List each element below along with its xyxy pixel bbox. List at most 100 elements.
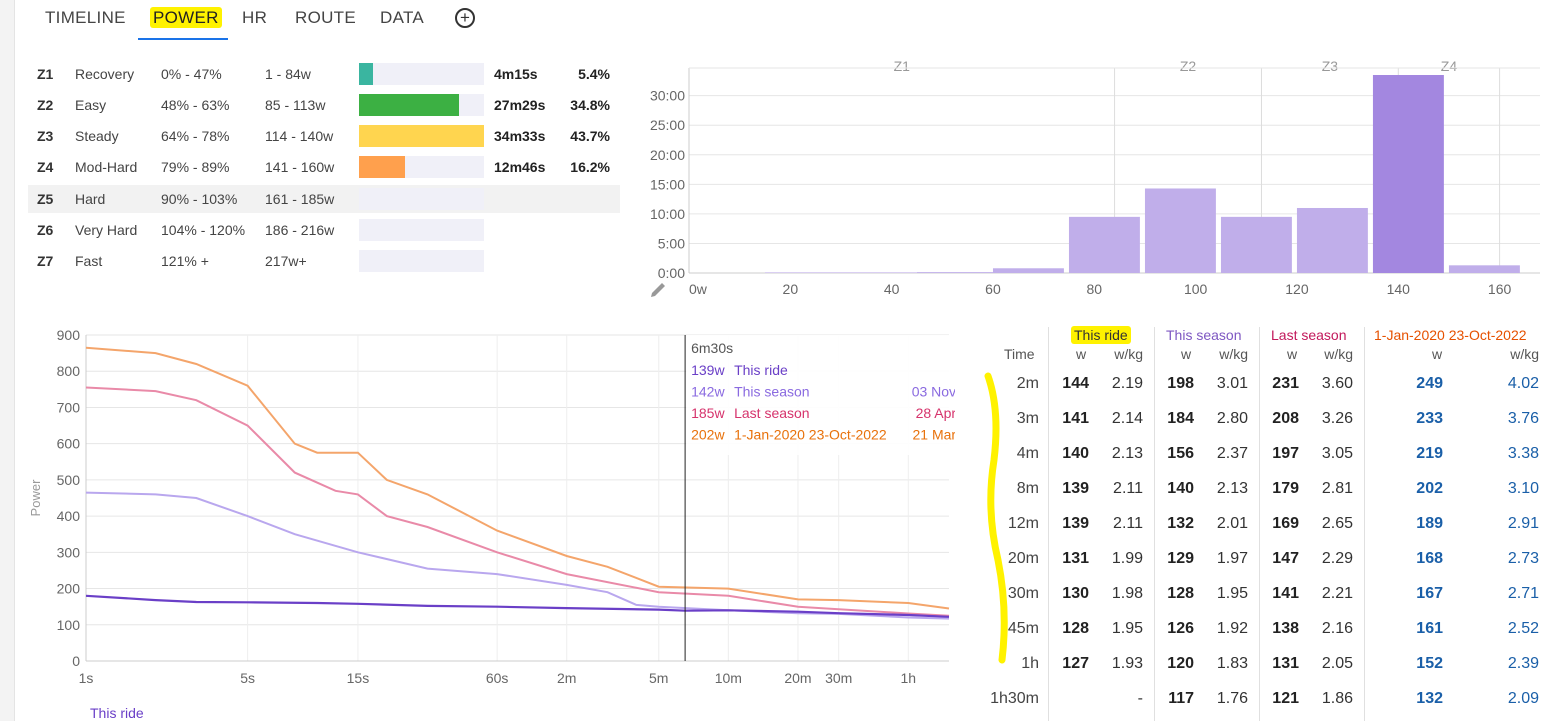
histogram-zone-label: Z2 (1180, 58, 1197, 74)
tab-route[interactable]: ROUTE (295, 8, 356, 27)
power-table-wkg: 2.37 (1216, 445, 1248, 462)
zone-row[interactable]: Z5 Hard 90% - 103% 161 - 185w (28, 185, 620, 213)
left-sidebar-edge (0, 0, 15, 721)
histogram-y-tick: 10:00 (650, 206, 685, 222)
tooltip-series-name: This season (734, 384, 809, 400)
power-table-wkg: 2.21 (1321, 585, 1353, 602)
zone-watt-range: 141 - 160w (265, 159, 335, 175)
curve-series-line-2 (85, 386, 950, 617)
power-table-duration: 4m (1016, 445, 1039, 462)
power-curve-chart: 0 100 200 300 400 500 600 700 800 900 1s 5s 15s 60s 2m… (28, 327, 955, 721)
zone-id: Z7 (37, 253, 54, 269)
zone-time: 27m29s (494, 97, 546, 113)
power-table-wkg-header: w/kg (1510, 346, 1539, 362)
histogram-y-tick: 30:00 (650, 88, 685, 104)
power-table-duration: 20m (1007, 550, 1039, 567)
power-table-watts: 156 (1167, 445, 1194, 462)
power-table-watts: 184 (1167, 410, 1194, 427)
tooltip-date: 21 Mar 2022 (912, 427, 955, 443)
table-column-separator (1364, 327, 1365, 721)
power-table-wkg: 2.13 (1216, 480, 1248, 497)
curve-x-tick: 1s (79, 670, 94, 686)
power-table-watts: 197 (1272, 445, 1299, 462)
power-table-wkg: 2.81 (1321, 480, 1353, 497)
curve-series-line-3 (85, 346, 950, 610)
curve-y-tick: 500 (57, 472, 81, 488)
power-table-watts: 208 (1272, 410, 1299, 427)
power-table-wkg: 2.05 (1321, 655, 1353, 672)
zone-time-percent: 43.7% (570, 128, 610, 144)
power-table-wkg: 3.10 (1507, 480, 1539, 497)
power-table-watts: 141 (1062, 410, 1089, 427)
active-tab-indicator (138, 38, 228, 40)
curve-y-tick: 0 (72, 653, 80, 669)
power-table-watts: 233 (1416, 410, 1443, 427)
curve-y-tick: 700 (57, 399, 81, 415)
curve-x-tick: 5m (649, 670, 668, 686)
power-table-wkg: 1.92 (1216, 620, 1248, 637)
power-table-wkg: 1.99 (1111, 550, 1143, 567)
power-table-watts: 144 (1062, 375, 1089, 392)
tab-data[interactable]: DATA (380, 8, 425, 27)
zone-row[interactable]: Z7 Fast 121% + 217w+ (28, 247, 620, 275)
zone-name: Hard (75, 191, 106, 207)
curve-y-tick: 800 (57, 363, 81, 379)
power-table-watts: 231 (1272, 375, 1299, 392)
histogram-x-tick: 60 (985, 281, 1001, 297)
curve-y-tick: 100 (57, 617, 81, 633)
curve-series-line-0 (85, 594, 950, 618)
power-table-wkg: 3.05 (1321, 445, 1353, 462)
power-table-watts: 128 (1062, 620, 1089, 637)
zone-watt-range: 161 - 185w (265, 191, 335, 207)
tooltip-watts: 139w (691, 362, 725, 378)
zone-time: 34m33s (494, 128, 546, 144)
zone-percent-range: 64% - 78% (161, 128, 230, 144)
add-tab-icon[interactable]: + (455, 8, 475, 28)
power-table-watts: 139 (1062, 480, 1089, 497)
power-table-group-header: This season (1166, 327, 1242, 343)
power-table-wkg-header: w/kg (1114, 346, 1143, 362)
histogram-bar (1220, 216, 1292, 273)
curve-series-line-1 (85, 491, 950, 620)
power-table-watts: 167 (1416, 585, 1443, 602)
power-table-duration: 30m (1007, 585, 1039, 602)
power-table-wkg: 2.13 (1111, 445, 1143, 462)
curve-y-tick: 300 (57, 544, 81, 560)
tab-power[interactable]: POWER (150, 7, 222, 28)
zone-watt-range: 85 - 113w (265, 97, 326, 113)
histogram-x-tick: 0w (689, 281, 708, 297)
zone-name: Mod-Hard (75, 159, 138, 175)
zone-row[interactable]: Z3 Steady 64% - 78% 114 - 140w 34m33s 43.7% (28, 122, 620, 150)
tab-timeline[interactable]: TIMELINE (45, 8, 126, 27)
zone-row[interactable]: Z6 Very Hard 104% - 120% 186 - 216w (28, 216, 620, 244)
zone-id: Z3 (37, 128, 54, 144)
curve-x-tick: 30m (825, 670, 852, 686)
power-table-wkg: - (1137, 690, 1143, 707)
power-table-watts: 152 (1416, 655, 1443, 672)
zone-id: Z6 (37, 222, 54, 238)
zone-row[interactable]: Z1 Recovery 0% - 47% 1 - 84w 4m15s 5.4% (28, 60, 620, 88)
histogram-x-tick: 80 (1087, 281, 1103, 297)
power-table-wkg: 3.76 (1507, 410, 1539, 427)
curve-x-tick: 5s (240, 670, 255, 686)
zone-bar-track (359, 188, 484, 210)
zone-row[interactable]: Z2 Easy 48% - 63% 85 - 113w 27m29s 34.8% (28, 91, 620, 119)
zone-id: Z5 (37, 191, 54, 207)
histogram-zone-label: Z4 (1441, 58, 1458, 74)
power-table-watts: 127 (1062, 655, 1089, 672)
power-table-duration: 45m (1007, 620, 1039, 637)
power-table-duration: 8m (1016, 480, 1039, 497)
histogram-zone-label: Z3 (1322, 58, 1339, 74)
zone-percent-range: 0% - 47% (161, 66, 222, 82)
power-table-watts: 126 (1167, 620, 1194, 637)
power-table-wkg: 2.65 (1321, 515, 1353, 532)
tab-hr[interactable]: HR (242, 8, 268, 27)
zone-bar-track (359, 156, 484, 178)
histogram-y-tick: 20:00 (650, 147, 685, 163)
zone-watt-range: 217w+ (265, 253, 307, 269)
histogram-x-tick: 20 (783, 281, 799, 297)
power-table-duration: 1h (1021, 655, 1039, 672)
tooltip-date: 28 Apr 2024 (916, 405, 955, 421)
zone-time-percent: 16.2% (570, 159, 610, 175)
zone-row[interactable]: Z4 Mod-Hard 79% - 89% 141 - 160w 12m46s 16.2% (28, 153, 620, 181)
